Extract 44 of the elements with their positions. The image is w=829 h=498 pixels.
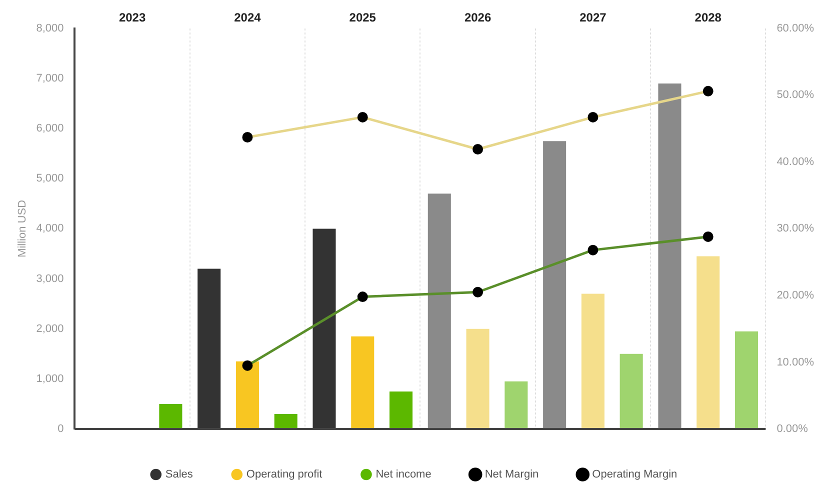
x-tick-label: 2023 — [118, 10, 146, 25]
legend-label: Sales — [165, 468, 194, 481]
x-tick-label: 2024 — [234, 10, 262, 25]
bar — [504, 381, 528, 429]
bar — [620, 354, 643, 429]
bar — [734, 331, 758, 429]
bar — [236, 361, 259, 429]
y-tick-label: 8,000 — [36, 22, 64, 34]
legend-label: Operating Margin — [592, 468, 678, 481]
legend-label: Net Margin — [484, 468, 539, 481]
y-tick-label: 3,000 — [36, 272, 64, 285]
bar — [696, 256, 720, 429]
y-tick-label: 7,000 — [36, 72, 64, 85]
bar — [390, 391, 413, 429]
y2-tick-label: 0.00% — [776, 423, 808, 436]
y2-tick-label: 40.00% — [776, 156, 814, 168]
x-tick-label: 2027 — [580, 10, 607, 25]
y-tick-label: 1,000 — [36, 372, 64, 385]
x-tick-label: 2028 — [694, 10, 722, 25]
bar — [428, 194, 451, 429]
bar — [312, 228, 336, 429]
y-tick-label: 0 — [58, 423, 64, 436]
y2-tick-label: 20.00% — [776, 290, 814, 302]
y-axis-title: Million USD — [16, 200, 29, 258]
legend-label: Net income — [376, 468, 432, 481]
bar — [658, 83, 682, 429]
bar — [581, 294, 604, 429]
x-tick-label: 2026 — [464, 10, 492, 25]
y-tick-label: 5,000 — [36, 172, 64, 185]
bar — [274, 414, 298, 429]
y-tick-label: 6,000 — [36, 122, 64, 135]
y2-tick-label: 30.00% — [776, 222, 814, 235]
y2-tick-label: 50.00% — [776, 89, 814, 102]
y2-tick-label: 10.00% — [776, 356, 814, 368]
bar — [351, 336, 374, 429]
bar — [543, 141, 566, 429]
y-tick-label: 4,000 — [36, 222, 64, 235]
bar — [159, 404, 182, 429]
bar — [198, 268, 221, 429]
x-tick-label: 2025 — [349, 10, 376, 25]
bar — [466, 328, 490, 429]
y2-tick-label: 60.00% — [776, 22, 814, 34]
legend-label: Operating profit — [246, 468, 322, 481]
y-tick-label: 2,000 — [36, 322, 64, 335]
